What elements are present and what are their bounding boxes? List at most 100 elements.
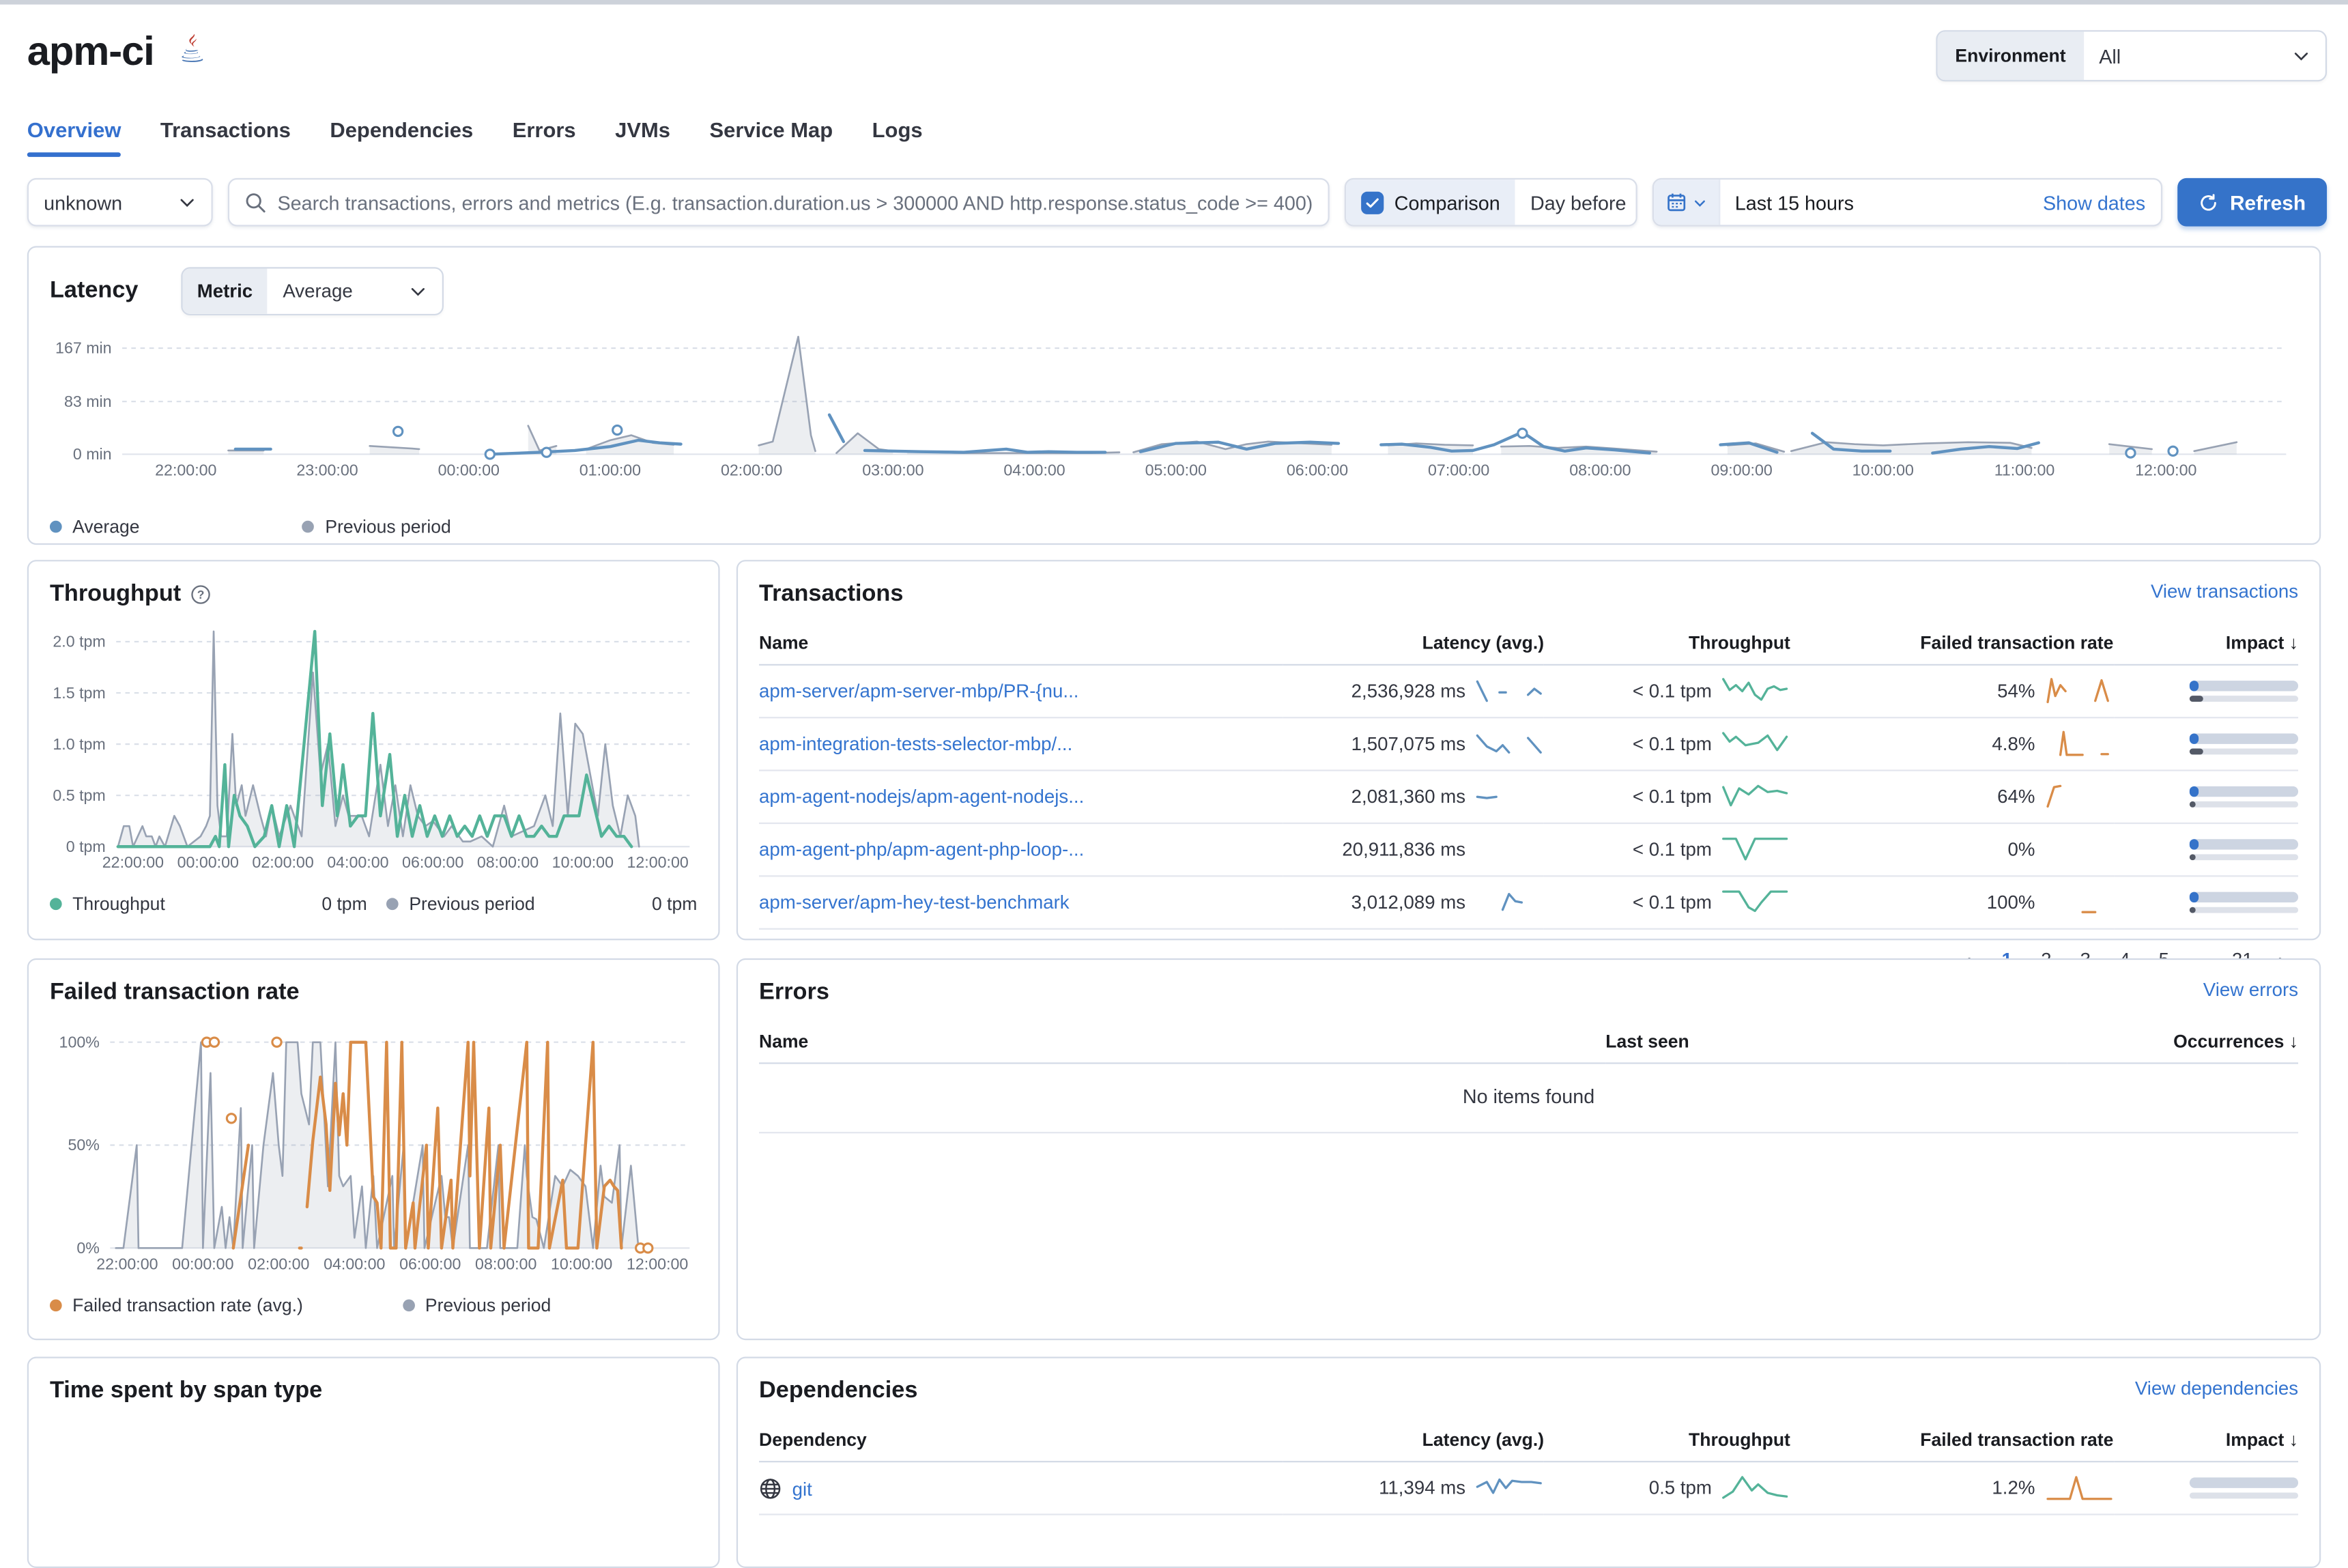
svg-text:12:00:00: 12:00:00 (2135, 461, 2196, 479)
col-latency[interactable]: Latency (avg.) (1282, 1420, 1545, 1463)
legend-label-previous[interactable]: Previous period (409, 893, 535, 915)
svg-text:02:00:00: 02:00:00 (721, 461, 782, 479)
table-row: apm-server/apm-server-mbp/PR-{nu... 2,536… (759, 664, 2299, 719)
tab-service-map[interactable]: Service Map (709, 117, 833, 142)
java-agent-icon (175, 31, 210, 73)
service-tabs: Overview Transactions Dependencies Error… (0, 76, 2348, 157)
svg-text:04:00:00: 04:00:00 (324, 1255, 385, 1272)
question-in-circle-icon[interactable]: ? (190, 584, 211, 605)
legend-value-throughput: 0 tpm (321, 893, 367, 915)
tab-logs[interactable]: Logs (872, 117, 923, 142)
row-name-link[interactable]: apm-agent-php/apm-agent-php-loop-... (759, 839, 1085, 861)
svg-text:22:00:00: 22:00:00 (102, 853, 164, 871)
col-impact[interactable]: Impact ↓ (2113, 623, 2299, 666)
col-throughput[interactable]: Throughput (1544, 1420, 1790, 1463)
sparkline (1476, 680, 1543, 702)
throughput-chart[interactable]: 0 tpm 0.5 tpm 1.0 tpm 1.5 tpm 2.0 tpm 22:00:0… (50, 611, 697, 876)
metric-value: 1,507,075 ms (1351, 733, 1466, 755)
span-type-panel: Time spent by span type (27, 1356, 720, 1568)
view-dependencies-link[interactable]: View dependencies (2134, 1378, 2299, 1399)
show-dates-link[interactable]: Show dates (2042, 190, 2146, 214)
svg-text:10:00:00: 10:00:00 (1852, 461, 1914, 479)
calendar-menu-button[interactable] (1653, 180, 1720, 225)
svg-text:07:00:00: 07:00:00 (1428, 461, 1489, 479)
transaction-type-select[interactable]: unknown (27, 177, 213, 227)
failed-rate-chart[interactable]: 0% 50% 100% 22:00:00 00:00:00 02:00:00 04:00:0… (50, 1010, 697, 1279)
tab-overview[interactable]: Overview (27, 117, 122, 157)
col-failed-rate[interactable]: Failed transaction rate (1790, 1420, 2114, 1463)
col-failed-rate[interactable]: Failed transaction rate (1790, 623, 2114, 666)
errors-panel: Errors View errors Name Last seen Occurr… (736, 958, 2321, 1341)
svg-text:12:00:00: 12:00:00 (627, 1255, 688, 1272)
row-name-link[interactable]: apm-integration-tests-selector-mbp/... (759, 733, 1073, 755)
legend-label-failed[interactable]: Failed transaction rate (avg.) (72, 1294, 303, 1316)
metric-value: 20,911,836 ms (1342, 839, 1466, 861)
col-impact[interactable]: Impact ↓ (2113, 1420, 2299, 1463)
tab-dependencies[interactable]: Dependencies (330, 117, 474, 142)
svg-text:02:00:00: 02:00:00 (252, 853, 313, 871)
failed-rate-legend: Failed transaction rate (avg.) Previous … (49, 1294, 697, 1316)
chevron-down-icon (2294, 53, 2308, 61)
svg-text:02:00:00: 02:00:00 (248, 1255, 309, 1272)
tab-transactions[interactable]: Transactions (160, 117, 291, 142)
legend-label-average[interactable]: Average (72, 516, 140, 538)
sparkline (1722, 1476, 1789, 1499)
errors-empty-message: No items found (759, 1064, 2299, 1134)
svg-text:0 min: 0 min (73, 445, 112, 463)
metric-value: 3,012,089 ms (1351, 892, 1466, 913)
row-name-link[interactable]: apm-server/apm-hey-test-benchmark (759, 892, 1070, 913)
comparison-control: Comparison Day before (1344, 177, 1637, 227)
tab-errors[interactable]: Errors (512, 117, 576, 142)
refresh-button[interactable]: Refresh (2177, 177, 2328, 227)
sparkline (2046, 678, 2108, 704)
svg-text:03:00:00: 03:00:00 (862, 461, 924, 479)
environment-select[interactable]: Environment All (1935, 30, 2328, 82)
svg-text:11:00:00: 11:00:00 (1994, 461, 2055, 479)
row-name-link[interactable]: git (792, 1478, 812, 1500)
throughput-legend: Throughput 0 tpm Previous period 0 tpm (49, 893, 697, 915)
sparkline (2044, 835, 2114, 865)
tab-jvms[interactable]: JVMs (615, 117, 671, 142)
impact-bars (2189, 786, 2299, 808)
impact-bars (2189, 1477, 2299, 1499)
filter-bar: unknown Search transactions, errors and … (0, 157, 2348, 227)
legend-label-throughput[interactable]: Throughput (72, 893, 165, 915)
metric-value: Average (283, 281, 353, 302)
query-search-input[interactable]: Search transactions, errors and metrics … (227, 177, 1330, 227)
legend-label-previous[interactable]: Previous period (425, 1294, 552, 1316)
metric-value: 0.5 tpm (1648, 1477, 1712, 1499)
svg-text:83 min: 83 min (64, 393, 112, 410)
col-latency[interactable]: Latency (avg.) (1282, 623, 1545, 666)
row-name-link[interactable]: apm-server/apm-server-mbp/PR-{nu... (759, 681, 1079, 702)
col-dependency[interactable]: Dependency (759, 1420, 1283, 1463)
view-transactions-link[interactable]: View transactions (2150, 581, 2299, 603)
transactions-table: Name Latency (avg.) Throughput Failed tr… (759, 623, 2299, 930)
comparison-checkbox[interactable]: Comparison (1346, 180, 1515, 225)
legend-label-previous[interactable]: Previous period (325, 516, 451, 538)
svg-text:01:00:00: 01:00:00 (579, 461, 641, 479)
latency-metric-select[interactable]: Metric Average (180, 267, 444, 316)
impact-bars (2189, 892, 2299, 913)
col-last-seen[interactable]: Last seen (1605, 1021, 2067, 1064)
view-errors-link[interactable]: View errors (2203, 979, 2299, 1001)
svg-text:04:00:00: 04:00:00 (1003, 461, 1065, 479)
metric-value: 54% (1997, 681, 2035, 702)
svg-text:12:00:00: 12:00:00 (627, 853, 688, 871)
col-occurrences[interactable]: Occurrences ↓ (2067, 1021, 2299, 1064)
impact-bars (2189, 839, 2299, 861)
svg-text:0 tpm: 0 tpm (66, 838, 106, 855)
col-name[interactable]: Name (759, 1021, 1606, 1064)
svg-text:22:00:00: 22:00:00 (96, 1255, 158, 1272)
col-throughput[interactable]: Throughput (1544, 623, 1790, 666)
comparison-select[interactable]: Day before (1515, 180, 1635, 225)
metric-value: < 0.1 tpm (1632, 892, 1712, 913)
chevron-down-icon (1694, 199, 1705, 206)
col-name[interactable]: Name (759, 623, 1283, 666)
comparison-value: Day before (1530, 190, 1627, 214)
sparkline (1722, 838, 1789, 861)
row-name-link[interactable]: apm-agent-nodejs/apm-agent-nodejs... (759, 786, 1085, 808)
sparkline (1474, 835, 1544, 865)
time-range-value[interactable]: Last 15 hours (1734, 190, 1854, 214)
latency-chart[interactable]: 0 min 83 min 167 min 22:00:00 23:00:00 00:00:… (50, 322, 2298, 500)
